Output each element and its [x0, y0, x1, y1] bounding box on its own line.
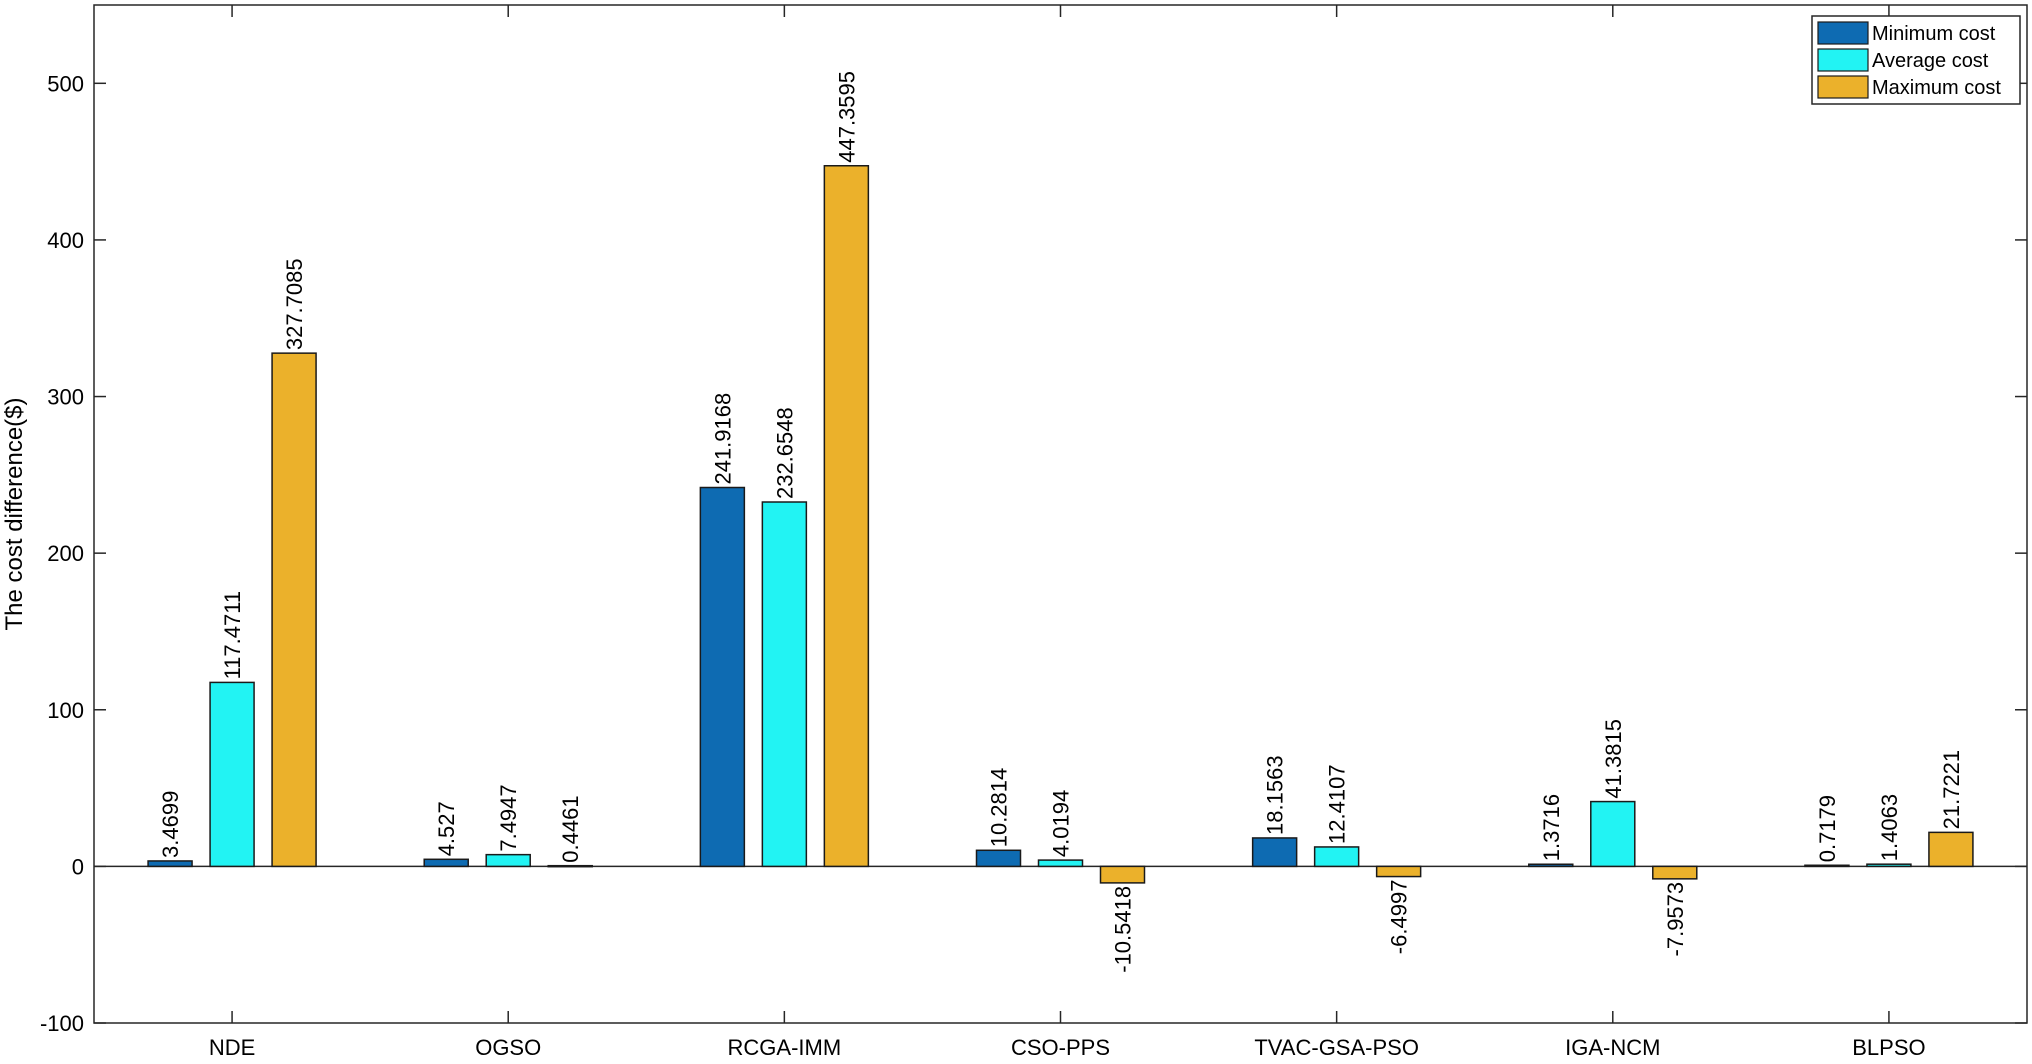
bar: [1928, 831, 1974, 868]
bar: [1037, 859, 1084, 868]
bar: [485, 853, 531, 868]
bar: [1251, 837, 1298, 868]
bar: [271, 352, 317, 868]
bar: [1528, 863, 1574, 868]
bar-value-label: 447.3595: [834, 71, 859, 163]
legend-label: Maximum cost: [1872, 77, 2001, 99]
y-tick-label: 100: [47, 698, 84, 723]
bar-value-label: 1.3716: [1539, 794, 1564, 861]
data-labels: 3.4699 117.4711 327.7085 4.527 7.4947 0.4461 2…: [158, 71, 1964, 973]
bar: [1375, 865, 1422, 878]
legend-swatch: [1817, 75, 1869, 99]
bar-value-label: 1.4063: [1877, 794, 1902, 861]
y-tick-label: 200: [47, 541, 84, 566]
bar-value-label: 3.4699: [158, 791, 183, 858]
bar-value-label: 12.4107: [1325, 764, 1350, 844]
bar-value-label: -10.5418: [1111, 886, 1136, 973]
bar-value-label: 241.9168: [710, 393, 735, 485]
legend: Minimum cost Average cost Maximum cost: [1811, 15, 2021, 105]
bar-value-label: 0.4461: [558, 795, 583, 862]
bar: [975, 849, 1022, 868]
bar: [1590, 800, 1636, 868]
x-tick-label: BLPSO: [1852, 1035, 1925, 1059]
bar-value-label: 4.527: [434, 801, 459, 856]
axes: -100 0 100 200 300 400 500 The cost difference(…: [1, 4, 2028, 1060]
bar: [823, 165, 870, 868]
bar: [209, 681, 255, 868]
bar-value-label: -7.9573: [1663, 882, 1688, 957]
bar: [547, 864, 593, 868]
plot-frame: [93, 4, 2028, 1024]
bar: [699, 486, 746, 868]
bar: [423, 858, 469, 868]
x-tick-label: TVAC-GSA-PSO: [1254, 1035, 1419, 1059]
bar: [1099, 865, 1146, 884]
bar: [761, 501, 808, 868]
bar-value-label: -6.4997: [1387, 880, 1412, 955]
y-axis-label: The cost difference($): [1, 397, 28, 630]
legend-label: Average cost: [1872, 50, 1989, 72]
x-tick-label: RCGA-IMM: [728, 1035, 842, 1059]
bar-value-label: 7.4947: [496, 784, 521, 851]
x-tick-label: CSO-PPS: [1011, 1035, 1110, 1059]
bar-value-label: 0.7179: [1815, 795, 1840, 862]
bar-value-label: 21.7221: [1939, 750, 1964, 830]
bar-value-label: 4.0194: [1049, 790, 1074, 857]
bar: [1804, 864, 1850, 868]
y-tick-label: 300: [47, 385, 84, 410]
bar-value-label: 18.1563: [1263, 755, 1288, 835]
x-tick-label: IGA-NCM: [1565, 1035, 1660, 1059]
bar-value-label: 10.2814: [987, 768, 1012, 848]
legend-swatch: [1817, 48, 1869, 72]
y-tick-label: 400: [47, 228, 84, 253]
x-tick-label: NDE: [209, 1035, 255, 1059]
bar: [1652, 865, 1698, 880]
bar: [1866, 863, 1912, 868]
bar: [1313, 846, 1360, 868]
y-tick-label: -100: [40, 1011, 84, 1036]
bar-value-label: 117.4711: [220, 591, 245, 680]
bar-value-label: 41.3815: [1601, 719, 1626, 799]
y-tick-label: 0: [72, 854, 84, 879]
bar-value-label: 232.6548: [772, 407, 797, 499]
bar-value-label: 327.7085: [282, 258, 307, 350]
x-tick-label: OGSO: [475, 1035, 541, 1059]
bar: [147, 860, 193, 868]
y-tick-label: 500: [47, 71, 84, 96]
legend-label: Minimum cost: [1872, 23, 1996, 45]
bars: [147, 165, 1974, 884]
legend-swatch: [1817, 21, 1869, 45]
